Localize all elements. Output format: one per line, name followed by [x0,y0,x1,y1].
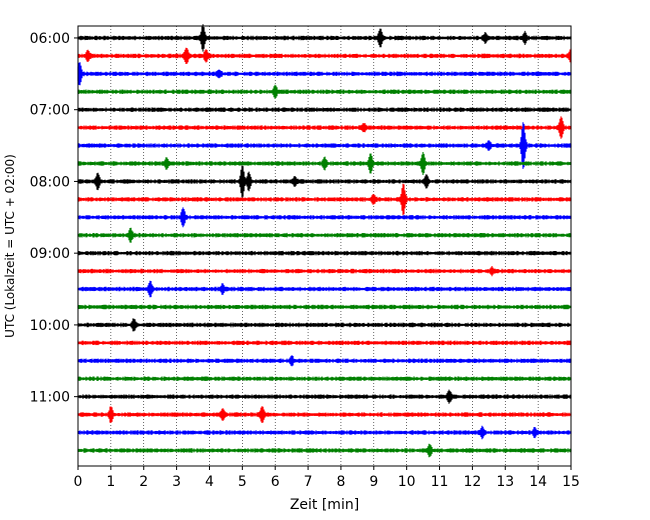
x-tick-label: 4 [205,474,214,490]
trace-waveform [77,227,572,243]
trace-0845 [77,227,572,243]
y-axis-ticks: 06:00 07:00 08:00 09:00 10:00 11:00 [30,31,78,406]
trace-waveform [77,47,572,64]
seismic-traces [77,24,572,458]
trace-0745 [77,152,572,175]
x-tick-label: 8 [336,474,345,490]
trace-0600 [77,24,572,52]
trace-0900 [77,250,572,256]
x-axis-ticks: 0 1 2 3 4 5 6 7 8 9 10 11 12 13 14 15 [74,466,580,490]
y-tick-label: 11:00 [30,390,70,406]
grid-lines [110,26,539,466]
trace-0830 [77,207,572,228]
x-tick-label: 12 [463,474,481,490]
trace-waveform [77,340,572,346]
trace-waveform [77,425,572,440]
x-tick-label: 14 [529,474,547,490]
x-tick-label: 5 [238,474,247,490]
y-tick-label: 08:00 [30,174,70,190]
trace-1045 [77,376,572,381]
trace-0615 [77,47,572,64]
trace-1145 [77,443,572,458]
x-tick-label: 10 [398,474,416,490]
trace-waveform [77,62,572,86]
trace-waveform [77,183,572,216]
trace-0945 [77,304,572,310]
trace-0715 [77,116,572,139]
y-tick-label: 06:00 [30,31,70,47]
trace-waveform [77,304,572,310]
x-tick-label: 13 [496,474,514,490]
trace-waveform [77,152,572,175]
trace-waveform [77,355,572,367]
y-axis-label: UTC (Lokalzeit = UTC + 02:00) [3,154,17,338]
trace-1130 [77,425,572,440]
y-tick-label: 10:00 [30,318,70,334]
trace-1115 [77,406,572,423]
trace-waveform [77,280,572,298]
x-tick-label: 9 [369,474,378,490]
trace-0630 [77,62,572,86]
x-tick-label: 0 [74,474,83,490]
y-tick-label: 07:00 [30,103,70,119]
trace-1015 [77,340,572,346]
trace-waveform [77,250,572,256]
x-axis-label: Zeit [min] [290,497,359,513]
trace-1000 [77,318,572,332]
x-tick-label: 11 [431,474,449,490]
trace-0700 [77,107,572,112]
trace-waveform [77,389,572,404]
trace-waveform [77,318,572,332]
trace-waveform [77,116,572,139]
x-tick-label: 6 [271,474,280,490]
plot-frame [77,25,572,467]
trace-waveform [77,376,572,381]
trace-waveform [77,266,572,277]
trace-waveform [77,84,572,99]
x-tick-label: 1 [106,474,115,490]
trace-1100 [77,389,572,404]
trace-0930 [77,280,572,298]
trace-0645 [77,84,572,99]
trace-0815 [77,183,572,216]
trace-1030 [77,355,572,367]
trace-waveform [77,24,572,52]
trace-waveform [77,443,572,458]
x-tick-label: 7 [304,474,313,490]
x-tick-label: 15 [562,474,580,490]
x-tick-label: 2 [139,474,148,490]
trace-waveform [77,107,572,112]
x-tick-label: 3 [172,474,181,490]
y-tick-label: 09:00 [30,246,70,262]
trace-waveform [77,207,572,228]
trace-0915 [77,266,572,277]
trace-waveform [77,406,572,423]
